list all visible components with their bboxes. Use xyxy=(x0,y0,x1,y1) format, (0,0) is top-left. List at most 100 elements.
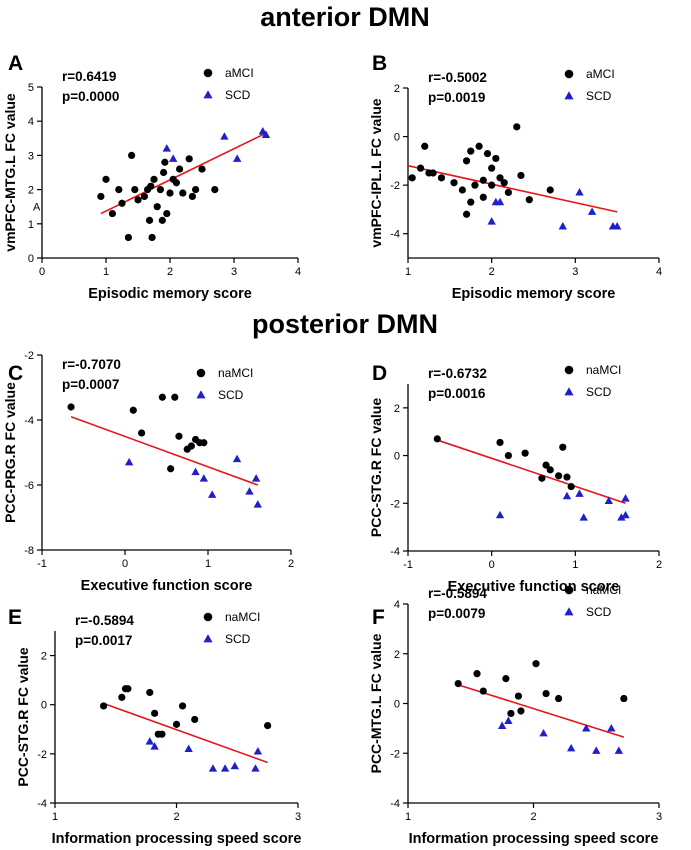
legend-triangle-marker xyxy=(564,607,574,616)
x-axis-label: Executive function score xyxy=(81,578,253,594)
data-point-scd xyxy=(562,491,572,500)
data-point-scd xyxy=(617,513,626,521)
data-point-amci xyxy=(147,182,155,190)
panel-label: B xyxy=(372,52,387,75)
y-tick-label: 2 xyxy=(41,651,47,663)
data-point-scd xyxy=(495,510,505,519)
data-point-namci xyxy=(504,451,512,460)
x-tick-label: 2 xyxy=(167,266,173,278)
x-tick-label: 0 xyxy=(39,266,45,278)
data-point-namci xyxy=(67,403,75,411)
panel-label: A xyxy=(8,52,23,75)
data-point-scd xyxy=(191,467,200,476)
y-tick-label: -4 xyxy=(37,798,47,810)
data-point-namci xyxy=(100,702,108,710)
panel-label: F xyxy=(372,606,385,629)
data-point-scd xyxy=(612,222,622,230)
legend-circle-marker xyxy=(203,68,213,78)
data-point-scd xyxy=(607,723,616,732)
y-tick-label: 0 xyxy=(394,451,400,463)
r-value: r=-0.5894 xyxy=(428,586,487,601)
data-point-scd xyxy=(582,723,591,732)
data-point-amci xyxy=(188,192,196,201)
p-value: p=0.0079 xyxy=(428,606,485,621)
regression-line xyxy=(100,132,267,215)
data-point-namci xyxy=(178,702,187,710)
x-tick-label: 3 xyxy=(231,266,237,278)
x-tick-label: -1 xyxy=(403,559,413,571)
y-tick-label: 5 xyxy=(28,82,34,94)
data-point-amci xyxy=(475,142,483,150)
x-tick-label: 3 xyxy=(656,811,662,823)
data-point-scd xyxy=(251,764,260,772)
data-point-scd xyxy=(184,744,193,753)
data-point-scd xyxy=(487,217,496,225)
data-point-namci xyxy=(158,730,166,738)
data-point-scd xyxy=(575,489,584,497)
data-point-amci xyxy=(467,147,475,155)
data-point-scd xyxy=(220,764,230,772)
data-point-amci xyxy=(118,199,126,207)
legend-label-group1: naMCI xyxy=(225,610,260,624)
y-tick-label: 0 xyxy=(394,132,400,144)
data-point-namci xyxy=(542,461,550,469)
legend-label-group1: naMCI xyxy=(218,366,253,380)
x-tick-label: -1 xyxy=(37,558,47,570)
data-point-namci xyxy=(517,707,525,715)
x-tick-label: 1 xyxy=(572,559,578,571)
legend-circle-marker xyxy=(196,368,206,378)
data-point-scd xyxy=(251,474,261,482)
data-point-scd xyxy=(261,130,271,138)
data-point-scd xyxy=(497,721,507,729)
panel-b: B 1 2 3 4 -4 -2 0 2 Episodic memory score vmPFC-IP… xyxy=(368,52,662,302)
legend-label-group1: naMCI xyxy=(586,583,621,597)
data-point-namci xyxy=(620,694,628,703)
x-tick-label: 1 xyxy=(205,558,211,570)
r-value: r=-0.5002 xyxy=(428,70,487,85)
x-tick-label: 0 xyxy=(122,558,128,570)
r-value: r=-0.7070 xyxy=(62,357,121,372)
legend-triangle-marker xyxy=(203,90,213,99)
regression-line xyxy=(103,702,268,764)
data-point-namci xyxy=(567,482,575,491)
data-point-amci xyxy=(488,181,496,189)
data-point-scd xyxy=(621,510,630,519)
x-tick-label: 1 xyxy=(405,266,411,278)
data-point-amci xyxy=(421,142,429,150)
legend-circle-marker xyxy=(564,365,574,375)
section-title-posterior: posterior DMN xyxy=(252,309,438,339)
data-point-amci xyxy=(471,181,479,189)
data-point-amci xyxy=(160,168,168,177)
data-point-scd xyxy=(495,197,505,206)
y-axis-label: vmPFC-MTG.L FC value xyxy=(2,93,18,252)
legend-label-group2: SCD xyxy=(225,88,251,102)
data-point-amci xyxy=(525,196,533,204)
data-point-scd xyxy=(208,764,218,772)
data-point-scd xyxy=(253,500,262,508)
data-point-scd xyxy=(614,746,624,754)
data-point-scd xyxy=(621,494,630,502)
data-point-amci xyxy=(492,154,500,163)
data-point-namci xyxy=(129,406,137,414)
panel-f: F 1 2 3 -4 -2 0 2 4 Information processing speed … xyxy=(368,583,662,847)
data-point-amci xyxy=(467,198,475,206)
legend-label-group2: SCD xyxy=(218,388,244,402)
panel-label: E xyxy=(8,606,22,629)
y-tick-label: 0 xyxy=(28,253,34,265)
data-point-namci xyxy=(507,709,515,718)
data-point-scd xyxy=(592,746,601,754)
panel-c: C -1 0 1 2 -8 -6 -4 -2 Executive function score PC… xyxy=(2,350,294,594)
data-point-scd xyxy=(145,737,154,745)
legend-triangle-marker xyxy=(203,634,213,643)
data-point-scd xyxy=(124,457,134,466)
data-point-scd xyxy=(558,222,567,230)
r-value: r=-0.5894 xyxy=(75,613,134,628)
section-title-anterior: anterior DMN xyxy=(260,2,430,32)
data-point-namci xyxy=(563,473,571,481)
x-tick-label: 2 xyxy=(288,558,294,570)
data-point-amci xyxy=(179,189,187,197)
data-point-scd xyxy=(579,513,588,521)
x-tick-label: 1 xyxy=(52,811,58,823)
y-tick-label: 2 xyxy=(28,185,34,197)
